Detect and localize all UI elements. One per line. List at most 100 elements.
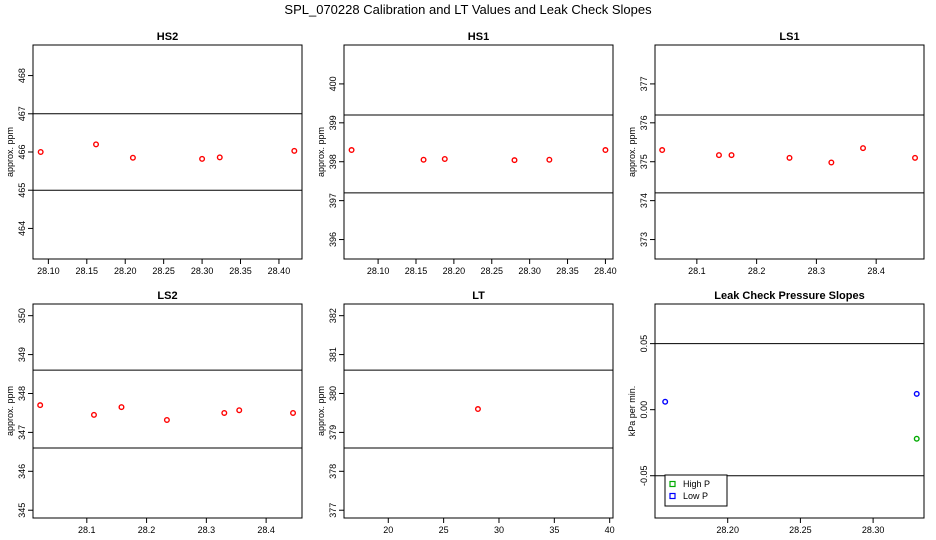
y-tick-label: 377 (639, 76, 649, 91)
x-tick-label: 28.3 (198, 525, 216, 535)
y-tick-label: 464 (17, 221, 27, 236)
y-tick-label: 348 (17, 386, 27, 401)
legend: High P Low P (664, 474, 728, 507)
y-tick-label: 345 (17, 503, 27, 518)
figure-title: SPL_070228 Calibration and LT Values and… (284, 2, 652, 17)
y-tick-label: -0.05 (639, 465, 649, 486)
x-tick-label: 28.10 (367, 266, 390, 276)
data-point (913, 435, 920, 442)
x-tick-label: 35 (549, 525, 559, 535)
chart-panel-5: LT approx. ppm 20 25 30 35 40 377 378 379 380 381 38… (316, 290, 615, 535)
y-axis-label: approx. ppm (5, 127, 15, 177)
data-point (715, 152, 722, 159)
y-tick-label: 373 (639, 232, 649, 247)
y-tick-label: 380 (328, 386, 338, 401)
y-tick-label: 350 (17, 308, 27, 323)
y-tick-label: 378 (328, 464, 338, 479)
x-tick-label: 28.4 (867, 266, 885, 276)
y-tick-label: 465 (17, 183, 27, 198)
data-point (659, 147, 666, 154)
x-tick-label: 28.35 (556, 266, 579, 276)
data-point (546, 156, 553, 163)
x-tick-label: 28.30 (862, 525, 885, 535)
y-tick-label: 468 (17, 68, 27, 83)
x-tick-label: 28.30 (518, 266, 541, 276)
data-point (602, 147, 609, 154)
y-tick-label: 0.05 (639, 335, 649, 353)
panel-title: LT (472, 290, 485, 302)
y-tick-label: 374 (639, 193, 649, 208)
legend-box (664, 474, 728, 507)
y-tick-label: 397 (328, 193, 338, 208)
plot-frame (32, 44, 303, 260)
y-axis-label: approx. ppm (316, 127, 326, 177)
legend-marker (669, 480, 676, 488)
plot-frame (343, 44, 614, 260)
data-point (221, 409, 228, 416)
y-tick-label: 400 (328, 76, 338, 91)
y-tick-label: 349 (17, 347, 27, 362)
data-point (291, 147, 298, 154)
x-tick-label: 28.20 (716, 525, 739, 535)
y-axis-label: approx. ppm (5, 386, 15, 436)
x-tick-label: 28.35 (229, 266, 252, 276)
data-point (662, 398, 669, 405)
x-tick-label: 28.15 (76, 266, 99, 276)
y-tick-label: 346 (17, 464, 27, 479)
plot-frame (654, 303, 925, 519)
y-tick-label: 377 (328, 503, 338, 518)
panel-title: Leak Check Pressure Slopes (714, 290, 864, 302)
x-tick-label: 28.40 (268, 266, 291, 276)
y-tick-label: 466 (17, 144, 27, 159)
data-point (290, 409, 297, 416)
data-point (199, 155, 206, 162)
data-point (129, 154, 136, 161)
x-tick-label: 28.4 (257, 525, 275, 535)
data-point (441, 156, 448, 163)
y-tick-label: 467 (17, 106, 27, 121)
x-tick-label: 28.40 (594, 266, 617, 276)
x-tick-label: 28.20 (114, 266, 137, 276)
x-tick-label: 40 (605, 525, 615, 535)
data-point (216, 154, 223, 161)
x-tick-label: 28.3 (808, 266, 826, 276)
x-tick-label: 20 (383, 525, 393, 535)
chart-panel-4: LS2 approx. ppm 28.1 28.2 28.3 28.4 345 346 347 3… (5, 290, 303, 535)
y-tick-label: 396 (328, 232, 338, 247)
panel-title: LS2 (157, 290, 177, 302)
y-tick-label: 376 (639, 115, 649, 130)
x-tick-label: 28.15 (405, 266, 428, 276)
data-point (511, 157, 518, 164)
plot-frame (32, 303, 303, 519)
y-tick-label: 399 (328, 115, 338, 130)
panel-title: HS1 (468, 31, 489, 43)
x-tick-label: 28.1 (688, 266, 706, 276)
data-point (860, 145, 867, 152)
chart-panel-6: Leak Check Pressure Slopes kPa per min. 28… (627, 290, 925, 535)
y-axis-label: approx. ppm (627, 127, 637, 177)
data-point (420, 156, 427, 163)
data-point (728, 152, 735, 159)
chart-panel-2: HS1 approx. ppm 28.10 28.15 28.20 28.25 28.30 2… (316, 31, 617, 276)
data-point (93, 141, 100, 148)
chart-panel-3: LS1 approx. ppm 28.1 28.2 28.3 28.4 373 374 375 3… (627, 31, 925, 276)
plot-frame (343, 303, 614, 519)
y-tick-label: 347 (17, 425, 27, 440)
chart-panel-1: HS2 approx. ppm 28.10 28.15 28.20 28.25 28.30 2… (5, 31, 303, 276)
plot-frame (654, 44, 925, 260)
data-point (786, 154, 793, 161)
data-point (37, 402, 44, 409)
x-tick-label: 28.25 (480, 266, 503, 276)
x-tick-label: 28.1 (78, 525, 96, 535)
x-tick-label: 30 (494, 525, 504, 535)
y-tick-label: 0.00 (639, 401, 649, 419)
data-point (913, 390, 920, 397)
legend-marker (669, 492, 676, 500)
legend-label: Low P (683, 491, 708, 501)
data-point (828, 159, 835, 166)
data-point (474, 406, 481, 413)
data-point (163, 416, 170, 423)
y-tick-label: 382 (328, 308, 338, 323)
panel-title: LS1 (779, 31, 799, 43)
